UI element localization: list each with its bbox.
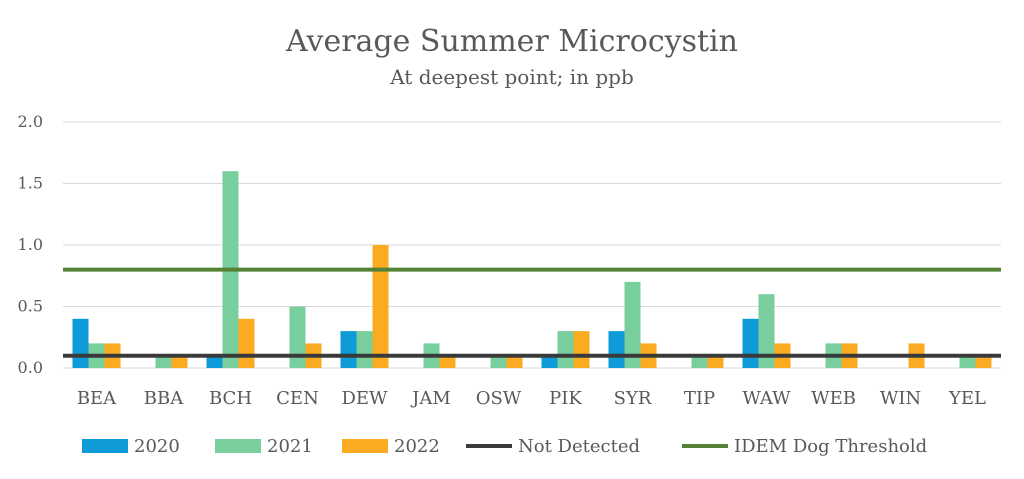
y-tick-label: 0.0 [18, 358, 43, 377]
legend: 2020 2021 2022 Not Detected IDEM Dog Thresho… [82, 436, 927, 457]
y-tick-label: 2.0 [18, 112, 43, 131]
x-category-label: BEA [77, 388, 117, 409]
bar-2021-PIK [557, 331, 574, 368]
x-category-label: WEB [811, 388, 856, 409]
bar-2022-JAM [439, 355, 456, 368]
y-axis-ticks: 0.0 0.5 1.0 1.5 2.0 [18, 112, 43, 377]
legend-label: Not Detected [518, 436, 640, 457]
reference-lines [63, 267, 1001, 358]
y-tick-label: 1.0 [18, 235, 43, 254]
bar-2021-OSW [490, 355, 507, 368]
bar-2020-BEA [72, 318, 89, 368]
bar-2022-PIK [573, 331, 590, 368]
x-category-label: TIP [684, 388, 715, 409]
bar-2022-DEW [372, 245, 389, 368]
chart-subtitle: At deepest point; in ppb [389, 65, 634, 89]
bar-2020-BCH [206, 355, 223, 368]
x-category-label: OSW [476, 388, 522, 409]
x-category-label: CEN [276, 388, 319, 409]
x-category-label: BCH [209, 388, 252, 409]
y-tick-label: 1.5 [18, 174, 43, 193]
x-category-label: YEL [948, 388, 986, 409]
bar-2021-TIP [691, 355, 708, 368]
bar-2021-WAW [758, 294, 775, 368]
legend-label: IDEM Dog Threshold [734, 436, 927, 457]
legend-swatch [82, 439, 128, 453]
bar-2021-SYR [624, 281, 641, 368]
x-category-label: JAM [410, 388, 451, 409]
chart-title: Average Summer Microcystin [285, 24, 738, 59]
bar-2021-BBA [155, 355, 172, 368]
bar-2020-SYR [608, 331, 625, 368]
x-axis-categories: BEA BBA BCH CEN DEW JAM OSW PIK SYR TIP WAW WEB WIN Y… [77, 388, 986, 409]
legend-label: 2020 [134, 436, 180, 457]
bar-2022-YEL [975, 355, 992, 368]
legend-label: 2022 [394, 436, 440, 457]
x-category-label: DEW [341, 388, 388, 409]
y-tick-label: 0.5 [18, 297, 43, 316]
x-category-label: SYR [614, 388, 652, 409]
legend-swatch [342, 439, 388, 453]
x-category-label: WIN [880, 388, 921, 409]
legend-label: 2021 [267, 436, 313, 457]
bar-2020-DEW [340, 331, 357, 368]
gridlines [63, 121, 1001, 369]
bar-2020-PIK [541, 355, 558, 368]
bar-2021-CEN [289, 306, 306, 368]
bar-2021-DEW [356, 331, 373, 368]
bar-2022-TIP [707, 355, 724, 368]
bar-2022-OSW [506, 355, 523, 368]
bar-2022-BCH [238, 318, 255, 368]
bar-2022-BBA [171, 355, 188, 368]
x-category-label: WAW [742, 388, 791, 409]
x-category-label: PIK [549, 388, 582, 409]
x-category-label: BBA [144, 388, 184, 409]
legend-swatch [215, 439, 261, 453]
bars [72, 171, 992, 368]
bar-2020-WAW [742, 318, 759, 368]
bar-2021-YEL [959, 355, 976, 368]
